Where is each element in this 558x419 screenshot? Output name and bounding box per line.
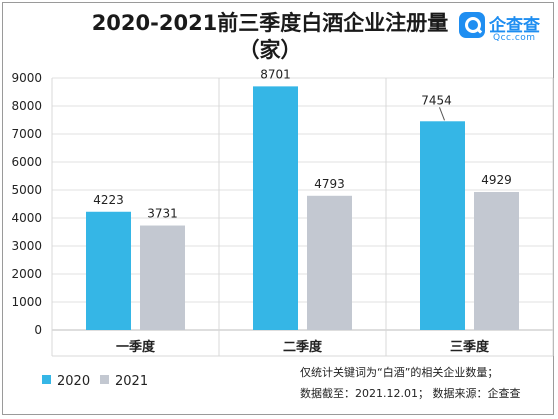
y-tick-label: 0: [34, 323, 42, 337]
data-label: 7454: [421, 93, 452, 107]
data-label: 4929: [481, 173, 512, 187]
y-tick-label: 8000: [11, 99, 42, 113]
data-label: 4793: [314, 177, 345, 191]
footnote-line2: 数据截至：2021.12.01； 数据来源：企查查: [300, 387, 521, 400]
y-tick-label: 7000: [11, 127, 42, 141]
data-label: 4223: [93, 193, 124, 207]
data-label: 3731: [147, 207, 178, 221]
chart-title-line2: （家）: [238, 38, 302, 62]
bar-2020-2: [253, 86, 298, 330]
legend-swatch-2020: [42, 375, 51, 384]
x-tick-label: 一季度: [116, 339, 156, 355]
legend-label-2021: 2021: [115, 374, 149, 389]
chart-title-line1: 2020-2021前三季度白酒企业注册量: [91, 11, 449, 35]
bar-2021-3: [474, 191, 519, 330]
y-tick-label: 4000: [11, 211, 42, 225]
bar-2021-2: [307, 195, 352, 330]
legend-label-2020: 2020: [57, 374, 91, 389]
chart-title: 2020-2021前三季度白酒企业注册量 （家）: [80, 10, 460, 64]
logo-sub: Qcc.com: [493, 33, 536, 43]
qcc-logo: 企查查 Qcc.com: [459, 10, 555, 50]
bar-2021-1: [140, 225, 185, 330]
legend-item-2020: 2020: [42, 374, 91, 389]
legend-item-2021: 2021: [100, 374, 149, 389]
data-label: 8701: [260, 67, 291, 81]
y-tick-label: 5000: [11, 183, 42, 197]
y-tick-label: 9000: [11, 71, 42, 85]
y-tick-label: 2000: [11, 267, 42, 281]
bar-2020-3: [420, 121, 465, 331]
x-tick-label: 三季度: [450, 339, 490, 355]
y-tick-label: 1000: [11, 295, 42, 309]
magnifier-icon: [459, 12, 485, 38]
bar-2020-1: [86, 211, 131, 330]
y-tick-label: 3000: [11, 239, 42, 253]
logo-name: 企查查: [489, 16, 540, 36]
footnote-line1: 仅统计关键词为“白酒”的相关企业数量；: [300, 366, 499, 379]
legend-swatch-2021: [100, 375, 109, 384]
data-label-leader: [439, 107, 445, 121]
y-tick-label: 6000: [11, 155, 42, 169]
x-tick-label: 二季度: [283, 339, 323, 355]
